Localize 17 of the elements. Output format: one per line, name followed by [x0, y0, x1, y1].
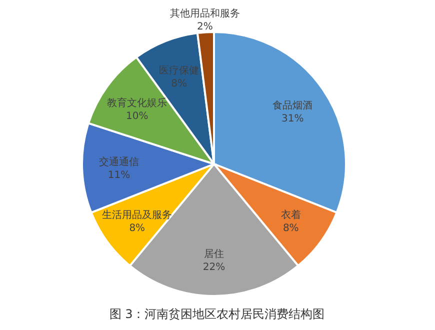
slice-label: 衣着 [280, 208, 301, 221]
data-label: 11% [108, 170, 130, 181]
data-label: 2% [197, 21, 213, 32]
slice-label: 食品烟酒 [272, 100, 313, 112]
data-label: 8% [282, 222, 299, 234]
data-label: 10% [126, 111, 148, 122]
slice-label: 居住 [204, 249, 224, 260]
slice-label: 生活用品及服务 [102, 208, 172, 221]
slice-label: 其他用品和服务 [170, 7, 240, 20]
data-label: 31% [281, 114, 304, 125]
slice-label: 交通通信 [99, 156, 140, 168]
text: 图 3：河南贫困地区农村居民消费结构图 [109, 307, 325, 321]
data-label: 8% [129, 222, 146, 234]
data-label: 8% [171, 78, 187, 90]
slice-label: 医疗保健 [159, 64, 200, 77]
slice-label: 教育文化娱乐 [107, 97, 168, 110]
data-label: 22% [202, 262, 226, 274]
